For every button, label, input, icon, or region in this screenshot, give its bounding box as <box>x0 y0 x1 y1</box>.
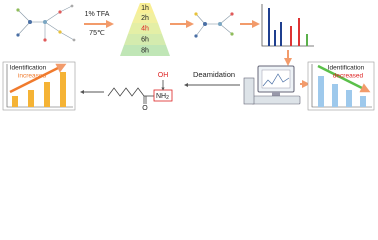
panel-title: Identification <box>10 65 47 72</box>
panel-bar <box>12 96 18 107</box>
atom <box>194 34 198 38</box>
panel-bar <box>318 76 324 107</box>
amine-subscript: 2 <box>166 95 169 101</box>
atom <box>72 38 76 42</box>
keyboard <box>251 95 301 105</box>
tower <box>243 77 255 105</box>
bond <box>219 13 233 25</box>
time-label: 8h <box>141 47 149 54</box>
spectrum-axes <box>261 4 314 47</box>
figure: 1% TFA 75℃ 1h 2h 4h 6h 8h <box>2 3 375 112</box>
page: 1% TFA 75℃ 1h 2h 4h 6h 8h <box>0 0 378 113</box>
time-label: 4h <box>141 25 149 32</box>
bond <box>59 31 75 41</box>
bond <box>219 23 233 35</box>
tier <box>128 23 162 34</box>
amine-text: NH <box>156 93 166 100</box>
atom <box>28 20 32 24</box>
atom <box>16 33 20 37</box>
screen <box>261 69 291 89</box>
chain <box>107 87 145 97</box>
atom <box>16 8 20 12</box>
peptide-molecule-middle <box>194 12 234 38</box>
tier <box>124 34 166 45</box>
panel-bar <box>60 72 66 107</box>
atom <box>70 4 74 8</box>
chemical-structure: O NH2 OH <box>107 72 173 112</box>
panel-bar <box>346 90 352 107</box>
peak <box>268 8 270 46</box>
tier <box>132 13 158 23</box>
reagent: 1% TFA <box>85 11 110 18</box>
bond <box>59 5 73 13</box>
trend-arrow <box>9 63 67 94</box>
panel-bar <box>332 84 338 107</box>
peak <box>280 22 282 46</box>
reaction-label: Deamidation <box>193 70 235 79</box>
screen-plot <box>262 73 290 87</box>
panel-bar <box>28 90 34 107</box>
tier <box>136 3 154 13</box>
peak <box>298 18 300 46</box>
left-panel: Identification increased <box>2 61 76 111</box>
bond <box>17 9 31 23</box>
time-labels: 1h 2h 4h 6h 8h <box>141 5 149 55</box>
atom <box>230 32 234 36</box>
bond <box>44 11 61 23</box>
time-label: 6h <box>141 36 149 43</box>
trend-arrow <box>317 64 371 93</box>
atom <box>194 12 198 16</box>
peak <box>274 30 276 46</box>
oxygen: O <box>142 105 148 112</box>
bond <box>195 13 206 25</box>
atom <box>43 20 47 24</box>
panel-axes <box>6 64 73 108</box>
atom <box>58 30 62 34</box>
atom <box>58 10 62 14</box>
stand <box>272 92 280 96</box>
peptide-molecule-left <box>16 4 76 42</box>
hydroxyl: OH <box>158 72 169 79</box>
time-pyramid <box>120 3 170 56</box>
atom <box>43 38 47 42</box>
atom <box>218 22 222 26</box>
panel-bar <box>360 96 366 107</box>
bond <box>44 21 61 33</box>
bond <box>195 23 206 37</box>
time-label: 1h <box>141 5 149 12</box>
peak <box>306 34 308 46</box>
amine: NH2 <box>156 93 169 101</box>
time-label: 2h <box>141 15 149 22</box>
spectrum-icon <box>261 4 314 47</box>
tier <box>120 45 170 56</box>
temperature: 75℃ <box>89 30 105 37</box>
panel-title: Identification <box>328 65 365 72</box>
peak <box>290 26 292 46</box>
atom <box>230 12 234 16</box>
panel-bar <box>44 82 50 107</box>
bond <box>17 21 31 36</box>
right-panel: Identification decreased <box>307 61 375 111</box>
atom <box>203 22 207 26</box>
panel-trend: decreased <box>333 73 364 80</box>
computer-icon <box>243 65 301 105</box>
panel-trend: increased <box>18 73 47 80</box>
